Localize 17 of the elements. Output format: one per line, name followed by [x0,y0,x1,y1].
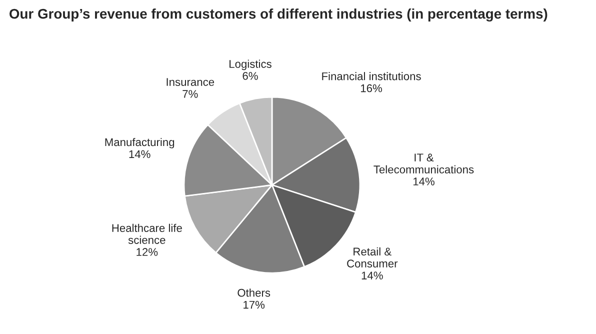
slice-label: Retail & Consumer [347,247,398,268]
slice-label: Financial institutions [322,72,421,80]
data-label: 7% [182,90,198,98]
slice-label: Manufacturing [105,138,174,148]
data-label: 14% [413,178,434,186]
slice-label: IT & Telecommunications [374,154,474,174]
chart-title: Our Group’s revenue from customers of different industries (in percentage terms) [10,8,548,22]
data-label: 14% [129,150,150,158]
slice-label: Others [238,288,270,297]
data-label: 6% [242,72,258,80]
slice-label: Healthcare life science [112,224,182,244]
slice-label: Insurance [166,78,214,86]
slice-label: Logistics [230,60,272,70]
data-label: 14% [362,272,383,280]
data-label: 16% [360,84,382,92]
data-label: 17% [244,300,265,309]
data-label: 12% [136,248,158,256]
